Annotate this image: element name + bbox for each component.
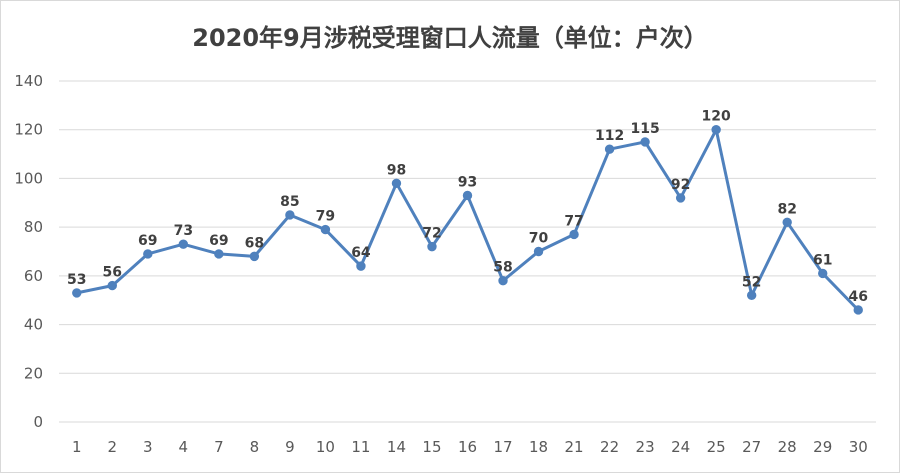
y-axis-ticks: 0 20 40 60 80 100 120 140 [14,72,43,431]
chart-title: 2020年9月涉税受理窗口人流量（单位：户次） [192,24,708,52]
data-label: 85 [280,194,299,210]
data-point [462,190,473,201]
x-tick-label: 21 [565,438,584,456]
data-label: 77 [564,213,583,229]
x-tick-label: 11 [351,438,370,456]
data-label: 69 [209,233,228,249]
data-point [107,280,117,291]
data-point [214,249,224,259]
x-tick-label: 1 [72,438,82,456]
y-tick-label: 20 [24,364,43,382]
x-tick-label: 7 [214,438,224,456]
y-tick-label: 140 [14,72,43,90]
x-tick-label: 3 [143,438,153,456]
y-tick-label: 0 [33,413,43,431]
data-label: 112 [595,128,624,144]
x-tick-label: 4 [179,438,189,456]
data-label: 70 [529,231,549,247]
y-tick-label: 40 [24,316,43,334]
data-label: 64 [351,245,371,261]
data-point [675,193,686,203]
x-tick-label: 2 [108,438,118,456]
data-label: 82 [777,201,796,217]
data-label: 120 [702,109,731,125]
data-label: 79 [316,209,335,225]
data-label: 68 [245,235,264,251]
data-label: 93 [458,174,477,190]
gridlines [59,80,876,423]
data-point [178,239,189,249]
data-point [640,137,650,147]
data-point [72,288,82,298]
data-point [498,276,508,286]
data-point [604,144,615,154]
data-label: 53 [67,272,86,288]
data-point [533,246,544,257]
x-axis-ticks: 1 2 3 4 7 8 9 10 11 14 15 16 17 18 21 22 23 24 25 27 28 29 30 [72,438,868,456]
x-tick-label: 28 [778,438,797,456]
data-label: 73 [174,223,193,239]
data-point [143,249,153,259]
data-label: 92 [671,177,690,193]
x-tick-label: 23 [636,438,655,456]
data-label: 52 [742,274,761,290]
x-tick-label: 29 [813,438,832,456]
data-point [320,224,331,235]
data-label: 69 [138,233,157,249]
x-tick-label: 22 [600,438,619,456]
data-label: 46 [848,289,867,305]
data-point [853,305,863,315]
x-tick-label: 24 [671,438,690,456]
y-tick-label: 60 [24,267,43,285]
data-point [569,229,579,240]
data-point [818,268,828,279]
y-tick-label: 80 [24,218,43,236]
data-labels: 53 56 69 73 69 68 85 79 64 98 72 93 58 70 77 112 115 92 12… [67,109,868,305]
data-label: 61 [813,252,832,268]
x-tick-label: 17 [493,438,512,456]
x-tick-label: 10 [316,438,335,456]
y-tick-label: 100 [14,169,43,187]
x-tick-label: 16 [458,438,477,456]
x-tick-label: 25 [707,438,726,456]
data-point [249,251,260,262]
x-tick-label: 8 [250,438,260,456]
y-tick-label: 120 [14,121,43,139]
data-label: 98 [387,162,406,178]
data-point [711,125,721,135]
x-tick-label: 15 [422,438,441,456]
x-tick-label: 30 [849,438,868,456]
data-point [356,261,366,271]
data-point [746,290,757,301]
data-label: 115 [630,121,659,137]
x-tick-label: 9 [285,438,295,456]
data-label: 56 [103,265,122,281]
x-tick-label: 14 [387,438,406,456]
x-tick-label: 18 [529,438,548,456]
data-point [391,178,402,189]
x-tick-label: 27 [742,438,761,456]
data-point [782,217,792,227]
data-label: 58 [493,260,512,276]
data-point [285,210,295,220]
data-point [427,241,437,252]
data-label: 72 [422,226,441,242]
series-layer [72,125,863,315]
